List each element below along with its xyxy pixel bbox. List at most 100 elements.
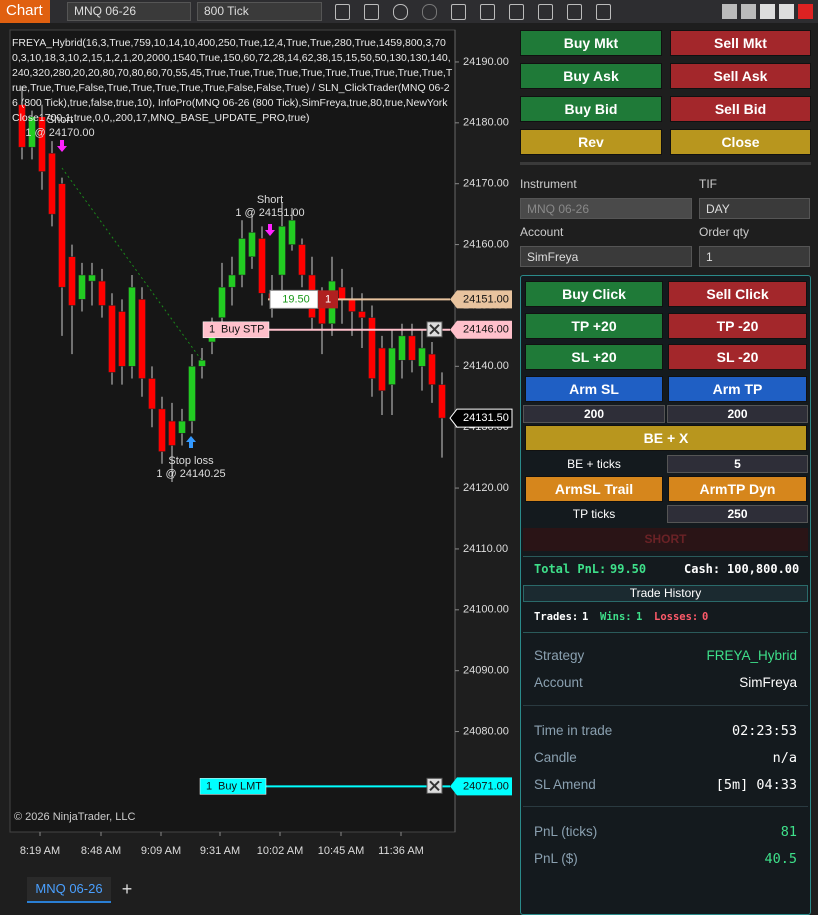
row-label: PnL (ticks) (534, 824, 598, 839)
candle-body (198, 359, 206, 367)
x-tick-label: 11:36 AM (378, 845, 424, 857)
tp-plus[interactable]: TP +20 (525, 313, 663, 339)
window-button[interactable] (779, 4, 794, 19)
candle-body (278, 226, 286, 276)
tif-field[interactable]: DAY (699, 198, 810, 219)
add-tab[interactable]: + (121, 879, 133, 899)
losses: 0 (702, 611, 709, 623)
instrument-field[interactable]: MNQ 06-26 (520, 198, 692, 219)
icon[interactable] (451, 4, 466, 20)
candle-body (158, 408, 166, 452)
candle-body (28, 116, 36, 148)
total-pnl-label: Total PnL: (534, 562, 607, 576)
icon[interactable] (480, 4, 495, 20)
account-field[interactable]: SimFreya (520, 246, 692, 267)
tp-arm-ticks[interactable]: 200 (667, 405, 808, 423)
row-value: 81 (780, 824, 797, 840)
sl-plus[interactable]: SL +20 (525, 344, 663, 370)
price-tag-label: 24151.00 (463, 293, 509, 305)
tp-minus[interactable]: TP -20 (668, 313, 807, 339)
row-value: 02:23:53 (731, 723, 797, 739)
instrument-select[interactable]: MNQ 06-26 (67, 2, 191, 21)
row-label: Candle (534, 750, 577, 765)
window-title: Chart (0, 0, 50, 23)
armsl-trail[interactable]: ArmSL Trail (525, 476, 663, 502)
icon[interactable] (509, 4, 524, 20)
candle-body (128, 286, 136, 367)
candle-body (178, 420, 186, 434)
y-tick-label: 24110.00 (463, 543, 508, 555)
sell-bid[interactable]: Sell Bid (670, 96, 811, 122)
trade-history[interactable]: Trade History (523, 585, 808, 602)
order-label: Buy STP (221, 324, 264, 336)
icon[interactable] (393, 4, 408, 20)
candle-body (38, 116, 46, 172)
buy-mkt[interactable]: Buy Mkt (520, 30, 662, 56)
candle-body (98, 280, 106, 306)
toolbar-icons (335, 4, 615, 20)
icon[interactable] (567, 4, 582, 20)
sell-mkt[interactable]: Sell Mkt (670, 30, 811, 56)
icon[interactable] (538, 4, 553, 20)
x-tick-label: 9:09 AM (141, 845, 181, 857)
sell-click[interactable]: Sell Click (668, 281, 807, 307)
candle-body (188, 366, 196, 422)
candle-body (78, 274, 86, 300)
candle-body (408, 335, 416, 361)
total-pnl: 99.50 (610, 562, 647, 576)
trade-arrow (186, 436, 196, 448)
x-tick-label: 8:48 AM (81, 845, 121, 857)
candle-body (438, 384, 446, 419)
window-button[interactable] (760, 4, 775, 19)
marker-detail: 1 @ 24140.25 (156, 468, 225, 480)
trade-arrow (265, 224, 275, 236)
price-tag (450, 320, 512, 339)
marker-label: Short (257, 194, 283, 206)
row-value: n/a (772, 750, 797, 766)
row-label: SL Amend (534, 777, 596, 792)
close[interactable]: Close (670, 129, 811, 155)
icon[interactable] (596, 4, 611, 20)
copyright: © 2026 NinjaTrader, LLC (14, 811, 136, 823)
sell-ask[interactable]: Sell Ask (670, 63, 811, 89)
interval-select[interactable]: 800 Tick (197, 2, 322, 21)
icon[interactable] (364, 4, 379, 20)
candle-body (18, 104, 26, 148)
y-tick-label: 24170.00 (463, 178, 509, 190)
wins-label: Wins: (600, 611, 632, 623)
sl-minus[interactable]: SL -20 (668, 344, 807, 370)
tif-label: TIF (699, 177, 717, 191)
tp-label: TP ticks (572, 507, 616, 521)
tp-ticks[interactable]: 250 (667, 505, 808, 523)
window-button[interactable] (741, 4, 756, 19)
tab[interactable]: MNQ 06-26 (27, 877, 111, 903)
separator (523, 705, 808, 706)
buy-click[interactable]: Buy Click (525, 281, 663, 307)
qty-field[interactable]: 1 (699, 246, 810, 267)
cancel-x (429, 324, 440, 335)
sl-ticks[interactable]: 200 (523, 405, 665, 423)
candle-body (388, 347, 396, 385)
armtp-dyn[interactable]: ArmTP Dyn (668, 476, 807, 502)
x-tick-label: 10:02 AM (257, 845, 303, 857)
buy-bid[interactable]: Buy Bid (520, 96, 662, 122)
be-button[interactable]: BE + X (525, 425, 807, 451)
buy-ask[interactable]: Buy Ask (520, 63, 662, 89)
price-tag-label: 24071.00 (463, 780, 509, 792)
close-window[interactable] (798, 4, 813, 19)
icon[interactable] (422, 4, 437, 20)
trend-line (61, 167, 206, 366)
candle-body (368, 317, 376, 379)
icon[interactable] (335, 4, 350, 20)
candle-body (398, 335, 406, 361)
arm-sl[interactable]: Arm SL (525, 376, 663, 402)
candle-body (118, 311, 126, 367)
arm-tp[interactable]: Arm TP (668, 376, 807, 402)
be-ticks[interactable]: 5 (667, 455, 808, 473)
cancel-x (429, 780, 440, 792)
candle-body (258, 238, 266, 294)
candle-body (418, 347, 426, 367)
window-button[interactable] (722, 4, 737, 19)
rev[interactable]: Rev (520, 129, 662, 155)
order-label: Buy LMT (218, 780, 262, 792)
